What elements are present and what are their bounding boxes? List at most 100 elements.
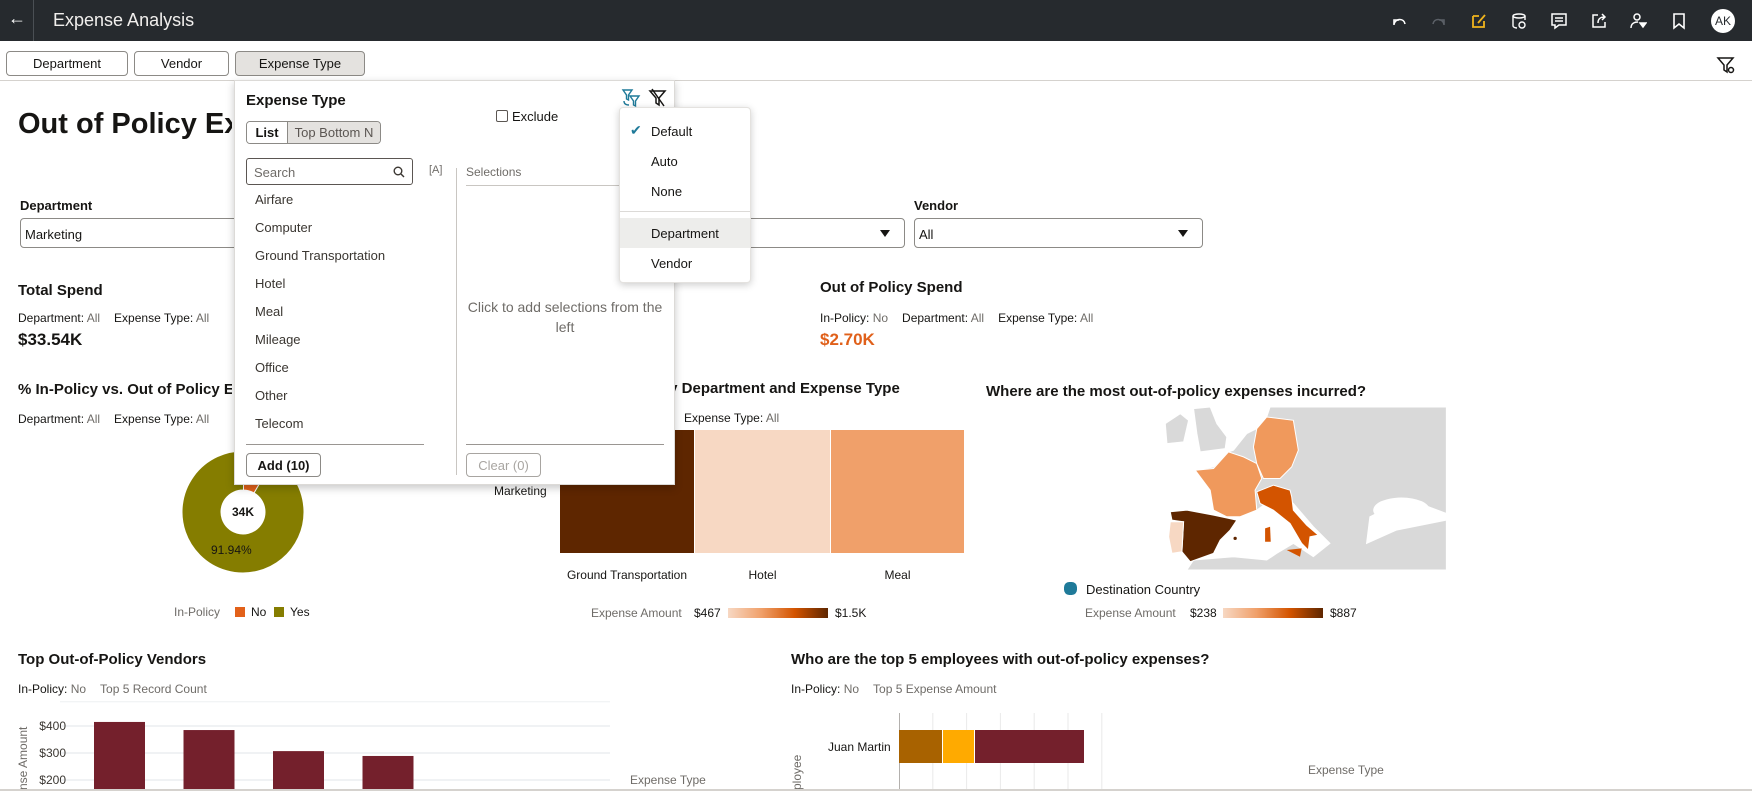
legend-label-no: No: [251, 605, 267, 619]
y-tick-label: $200: [39, 773, 66, 787]
list-item[interactable]: Computer: [255, 220, 313, 235]
export-icon[interactable]: [1588, 10, 1610, 32]
heatmap-legend-max: $1.5K: [835, 606, 867, 620]
map-legend-min: $238: [1190, 606, 1217, 620]
list-divider: [246, 444, 424, 445]
mode-top-bottom-n-tab[interactable]: Top Bottom N: [288, 122, 380, 143]
map-country-italy: [1256, 484, 1320, 552]
menu-item-none[interactable]: None: [651, 184, 683, 199]
chevron-down-icon: [880, 230, 890, 237]
list-item[interactable]: Mileage: [255, 332, 301, 347]
menu-item-vendor[interactable]: Vendor: [651, 256, 693, 271]
bookmark-icon[interactable]: [1668, 10, 1690, 32]
limit-values-icon[interactable]: [621, 88, 641, 108]
avatar[interactable]: AK: [1711, 9, 1735, 33]
mode-list-tab[interactable]: List: [247, 122, 288, 143]
menu-item-department[interactable]: Department: [620, 218, 750, 248]
map-legend-gradient: [1223, 608, 1323, 618]
clear-button[interactable]: Clear (0): [466, 453, 541, 477]
list-item[interactable]: Telecom: [255, 416, 304, 431]
legend-label-yes: Yes: [290, 605, 310, 619]
donut-slice-label: 91.94%: [211, 543, 252, 557]
heatmap-legend-min: $467: [694, 606, 721, 620]
map-legend-max: $887: [1330, 606, 1357, 620]
employees-legend-title: Expense Type: [1308, 763, 1384, 777]
vendor-bar[interactable]: [362, 755, 414, 791]
exclude-checkbox[interactable]: [496, 110, 508, 122]
chevron-down-icon: [1178, 230, 1188, 237]
undo-icon[interactable]: [1388, 10, 1410, 32]
expense-type-filter-popup: Expense Type List Top Bottom N Exclude S…: [234, 80, 675, 485]
map-country-italy-sardinia: [1265, 526, 1271, 542]
vendor-bar[interactable]: [273, 751, 324, 791]
list-item[interactable]: Office: [255, 360, 289, 375]
list-item[interactable]: Other: [255, 388, 288, 403]
menu-divider: [620, 211, 750, 212]
list-item[interactable]: Meal: [255, 304, 284, 319]
employees-bar-chart[interactable]: [899, 713, 1139, 791]
europe-map[interactable]: [1163, 407, 1447, 570]
list-item[interactable]: Hotel: [255, 276, 286, 291]
selections-underline: [466, 185, 664, 186]
search-input[interactable]: Search: [246, 158, 413, 185]
redo-icon[interactable]: [1428, 10, 1450, 32]
vendors-bar-chart[interactable]: $400 $300 $200: [0, 700, 620, 791]
employee-bar-segment[interactable]: [943, 730, 974, 763]
filter-button-expense-type[interactable]: Expense Type: [235, 51, 365, 76]
page-title: Out of Policy Expenses: [18, 108, 232, 140]
popup-divider: [456, 168, 457, 475]
heatmap-row-label: Marketing: [494, 484, 547, 498]
map-country-germany: [1252, 416, 1299, 480]
vendors-legend-title: Expense Type: [630, 773, 706, 787]
donut-subtitle: Department: All Expense Type: All: [18, 412, 210, 426]
heatmap-legend-title: Expense Amount: [591, 606, 682, 620]
employees-chart-title: Who are the top 5 employees with out-of-…: [791, 651, 1210, 668]
back-arrow-icon[interactable]: ←: [8, 8, 26, 28]
user-filter-icon[interactable]: [1627, 10, 1649, 32]
department-select-value: Marketing: [25, 227, 83, 242]
donut-center-label: 34K: [231, 505, 254, 519]
mode-toggle: List Top Bottom N: [246, 121, 381, 144]
heatmap-cell[interactable]: [831, 430, 964, 553]
total-spend-value: $33.54K: [18, 330, 83, 349]
filter-button-vendor[interactable]: Vendor: [134, 51, 229, 76]
filter-settings-icon[interactable]: [1716, 55, 1738, 77]
case-sensitive-toggle[interactable]: [A]: [429, 164, 443, 176]
add-button[interactable]: Add (10): [246, 453, 321, 477]
selections-empty-text: Click to add selections from the left: [467, 299, 663, 335]
vendors-y-axis-label: nse Amount: [16, 726, 30, 790]
map-country-italy-sicily: [1286, 548, 1302, 557]
employee-bar-segment[interactable]: [975, 730, 1084, 763]
employee-bar-segment[interactable]: [899, 730, 942, 763]
vendor-bar[interactable]: [94, 721, 145, 791]
map-country-france: [1194, 451, 1263, 518]
edit-icon[interactable]: [1468, 10, 1490, 32]
map-black-sea: [1373, 497, 1430, 523]
vendors-chart-title: Top Out-of-Policy Vendors: [18, 651, 207, 668]
app-title: Expense Analysis: [53, 10, 195, 30]
vendors-chart-subtitle: In-Policy: No Top 5 Record Count: [18, 682, 207, 696]
filter-button-department[interactable]: Department: [6, 51, 128, 76]
vendor-label: Vendor: [914, 198, 959, 213]
oop-spend-subtitle: In-Policy: No Department: All Expense Type…: [820, 311, 1094, 325]
heatmap-subtitle: Expense Type: All: [684, 411, 780, 425]
map-legend-title: Expense Amount: [1085, 606, 1176, 620]
employees-y-axis-label: ployee: [790, 754, 804, 790]
vendor-bar[interactable]: [183, 730, 235, 791]
employee-label: Juan Martin: [828, 740, 891, 754]
heatmap-col-label: Meal: [884, 568, 911, 582]
check-icon: ✔: [630, 122, 642, 138]
map-land: [1192, 407, 1228, 453]
list-item[interactable]: Airfare: [255, 192, 294, 207]
legend-swatch-no: [235, 607, 245, 617]
menu-item-auto[interactable]: Auto: [651, 154, 678, 169]
clear-filter-icon[interactable]: [648, 88, 668, 108]
list-item[interactable]: Ground Transportation: [255, 248, 386, 263]
vendor-select[interactable]: All: [914, 218, 1203, 248]
vendor-select-value: All: [919, 227, 934, 242]
comments-icon[interactable]: [1548, 10, 1570, 32]
exclude-label: Exclude: [512, 109, 559, 124]
refresh-data-icon[interactable]: [1508, 10, 1530, 32]
menu-item-default[interactable]: ✔ Default: [630, 122, 693, 139]
heatmap-cell[interactable]: [695, 430, 830, 553]
